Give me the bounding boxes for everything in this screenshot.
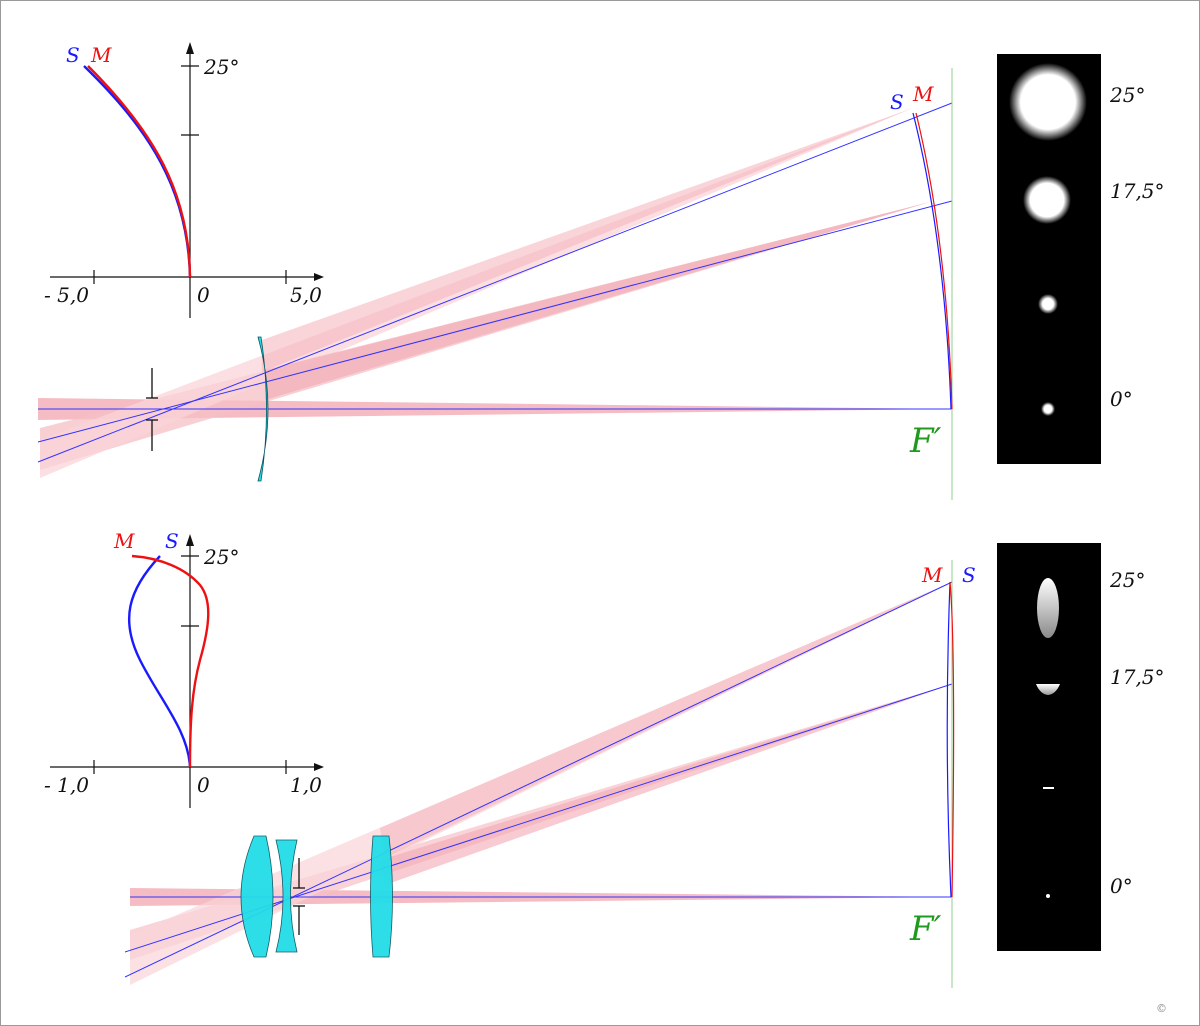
bottom-beam-25-image [380,582,952,858]
top-beam-17-image [265,202,930,400]
bottom-spot-panel: 25° 17,5° 0° [997,543,1165,951]
bottom-spot-8 [1043,787,1054,789]
bottom-spot-25 [1037,578,1059,638]
top-spot-25 [1009,63,1087,141]
top-plot-y-arrow [186,42,194,54]
top-beam-25 [40,108,913,478]
top-meniscus-lens [257,336,269,482]
bottom-meridional-surface [949,581,955,898]
top-beam-25-image [262,108,913,372]
top-spot-panel: 25° 17,5° 0° [997,54,1165,464]
top-plot-x-zero-label: 0 [197,283,210,307]
bottom-plot-x-arrow [314,763,324,771]
bottom-spot-label-0: 0° [1110,874,1133,898]
bottom-lens-rear [370,835,393,958]
bottom-lens-front [240,835,274,958]
bottom-field-curvature-plot: M S 25° - 1,0 0 1,0 [44,529,324,808]
bottom-plot-meridional-curve [131,554,210,768]
bottom-plot-m-label: M [113,529,135,553]
bottom-plot-ticks [93,555,287,774]
bottom-plot-x-left-label: - 1,0 [44,773,89,797]
top-plot-angle-label: 25° [203,55,239,79]
top-spot-label-25: 25° [1109,83,1145,107]
bottom-beam-17-image [380,684,952,885]
top-image-s-label: S [890,90,904,114]
bottom-spot-label-25: 25° [1109,568,1145,592]
bottom-spot-17 [1036,684,1060,695]
top-focus-label: F′ [909,421,942,461]
credit-mark: © [1156,1002,1167,1015]
bottom-plot-x-right-label: 1,0 [290,773,322,797]
top-spot-label-17: 17,5° [1110,179,1165,203]
bottom-panel: M S F′ M S 25° - 1,0 0 1,0 [44,529,1165,988]
top-panel: S M F′ S M 25° - 5,0 0 5,0 [37,42,1165,500]
bottom-plot-s-label: S [165,529,179,553]
top-beam-17 [40,202,930,470]
top-plot-m-label: M [90,43,112,67]
top-image-m-label: M [912,82,934,106]
top-sagittal-surface [912,112,952,410]
bottom-plot-sagittal-curve [127,555,192,768]
top-plot-meridional-curve [87,65,192,278]
bottom-light-beams [130,582,952,985]
top-plot-x-left-label: - 5,0 [44,283,89,307]
top-plot-sagittal-curve [83,65,192,278]
top-meridional-surface [915,112,953,410]
top-spot-8 [1038,294,1058,314]
bottom-spot-label-17: 17,5° [1110,665,1165,689]
top-chief-ray-25 [37,102,953,463]
bottom-sagittal-surface [946,581,952,898]
top-field-curvature-plot: S M 25° - 5,0 0 5,0 [44,42,324,318]
bottom-aperture-stop [293,858,305,935]
bottom-focus-label: F′ [909,909,942,949]
bottom-image-m-label: M [921,563,943,587]
top-plot-ticks [93,65,287,284]
top-plot-x-arrow [314,273,324,281]
bottom-image-s-label: S [962,563,976,587]
top-spot-0 [1041,402,1055,416]
bottom-lens-middle [275,839,298,953]
bottom-plot-x-zero-label: 0 [197,773,210,797]
top-plot-x-right-label: 5,0 [290,283,322,307]
top-light-beams [38,108,952,478]
bottom-spot-0 [1046,894,1050,898]
top-spot-17 [1023,176,1071,224]
bottom-plot-y-arrow [186,534,194,546]
bottom-plot-angle-label: 25° [203,545,239,569]
top-aperture-stop [146,368,158,451]
top-plot-s-label: S [66,43,80,67]
top-spot-label-0: 0° [1110,387,1133,411]
